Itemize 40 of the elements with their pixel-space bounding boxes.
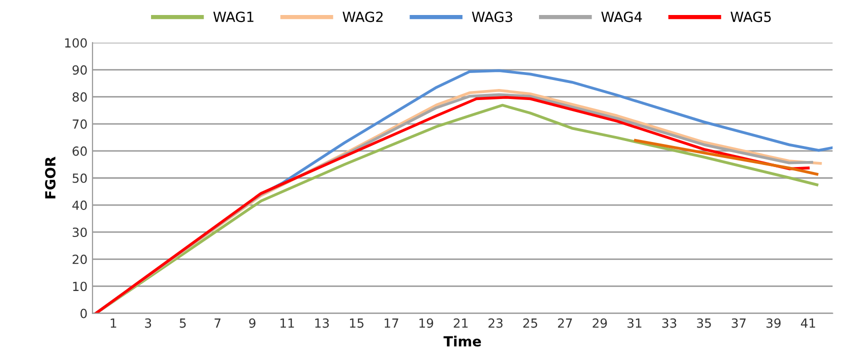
x-tick-label: 19 [419,318,434,328]
legend-label: WAG2 [342,12,383,22]
x-tick-label: 3 [145,318,152,328]
y-tick-label: 40 [72,200,87,210]
y-tick-label: 20 [72,254,87,264]
y-tick-label: 0 [80,308,87,318]
x-tick-label: 21 [454,318,468,328]
legend-label: WAG1 [213,12,254,22]
legend-label: WAG4 [601,12,642,22]
x-axis-title: Time [444,336,481,347]
x-tick-label: 9 [249,318,256,328]
y-tick-label: 60 [72,146,87,156]
x-tick-label: 15 [350,318,364,328]
x-tick-label: 7 [214,318,220,328]
x-tick-label: 1 [110,318,116,328]
x-tick-label: 5 [180,318,186,328]
x-tick-label: 37 [732,318,746,328]
x-tick-label: 27 [558,318,572,328]
x-tick-label: 39 [766,318,781,328]
y-tick-label: 70 [72,119,87,129]
x-tick-label: 29 [592,318,607,328]
x-tick-label: 31 [628,318,642,328]
legend-label: WAG5 [730,12,771,22]
x-tick-label: 41 [800,318,816,328]
y-tick-label: 80 [72,92,87,102]
y-tick-label: 100 [65,38,87,48]
x-tick-label: 11 [280,318,294,328]
x-tick-label: 13 [315,318,329,328]
x-tick-label: 25 [523,318,538,328]
x-tick-label: 33 [662,318,676,328]
x-tick-label: 35 [697,318,711,328]
x-tick-label: 23 [488,318,503,328]
line-series [634,139,818,176]
y-tick-label: 30 [72,228,87,238]
y-tick-label: 10 [73,282,87,292]
y-tick-label: 90 [72,65,87,75]
y-axis-title: FGOR [45,156,56,198]
legend-label: WAG3 [472,12,512,22]
x-tick-label: 17 [384,318,398,328]
y-tick-label: 50 [72,173,87,183]
